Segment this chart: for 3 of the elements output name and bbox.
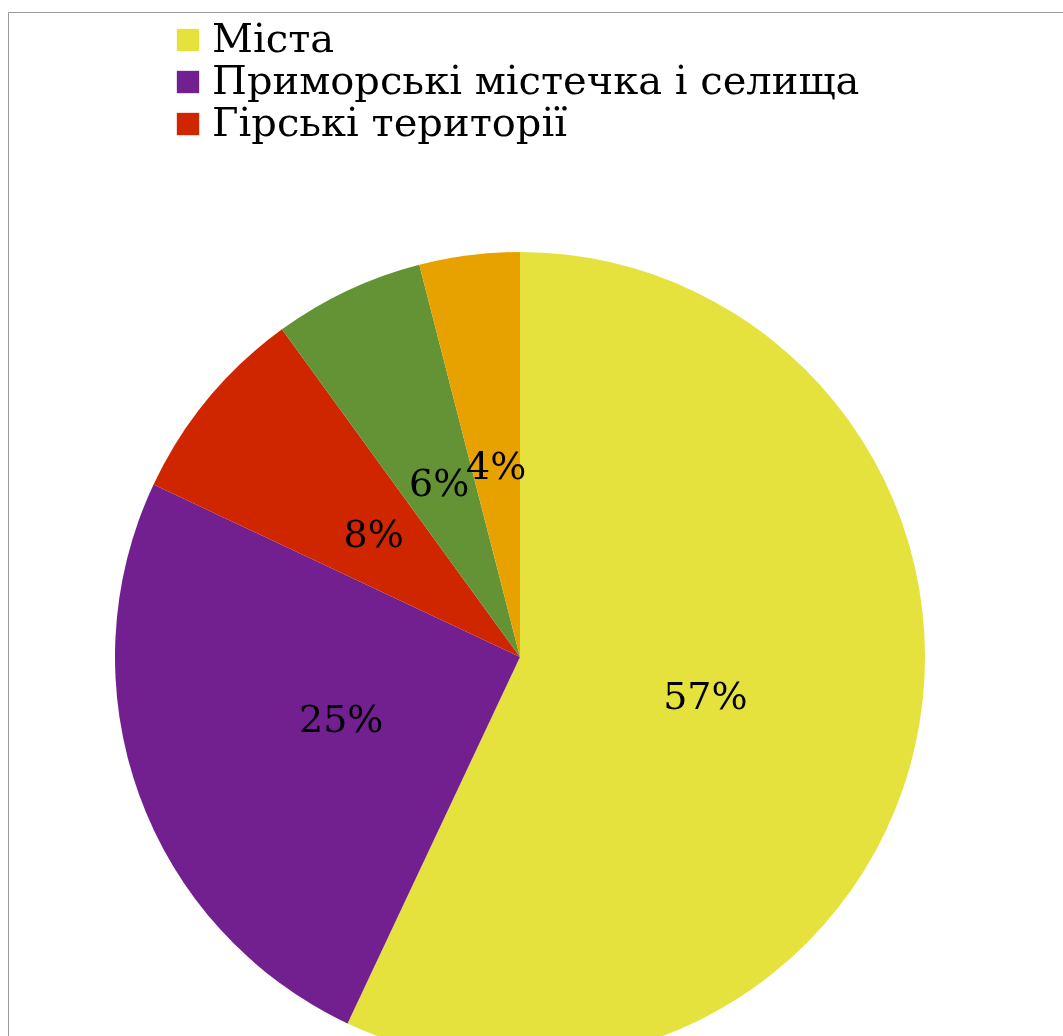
data-label: 8% bbox=[343, 511, 404, 556]
data-label: 25% bbox=[299, 697, 384, 742]
data-label: 57% bbox=[663, 674, 748, 719]
